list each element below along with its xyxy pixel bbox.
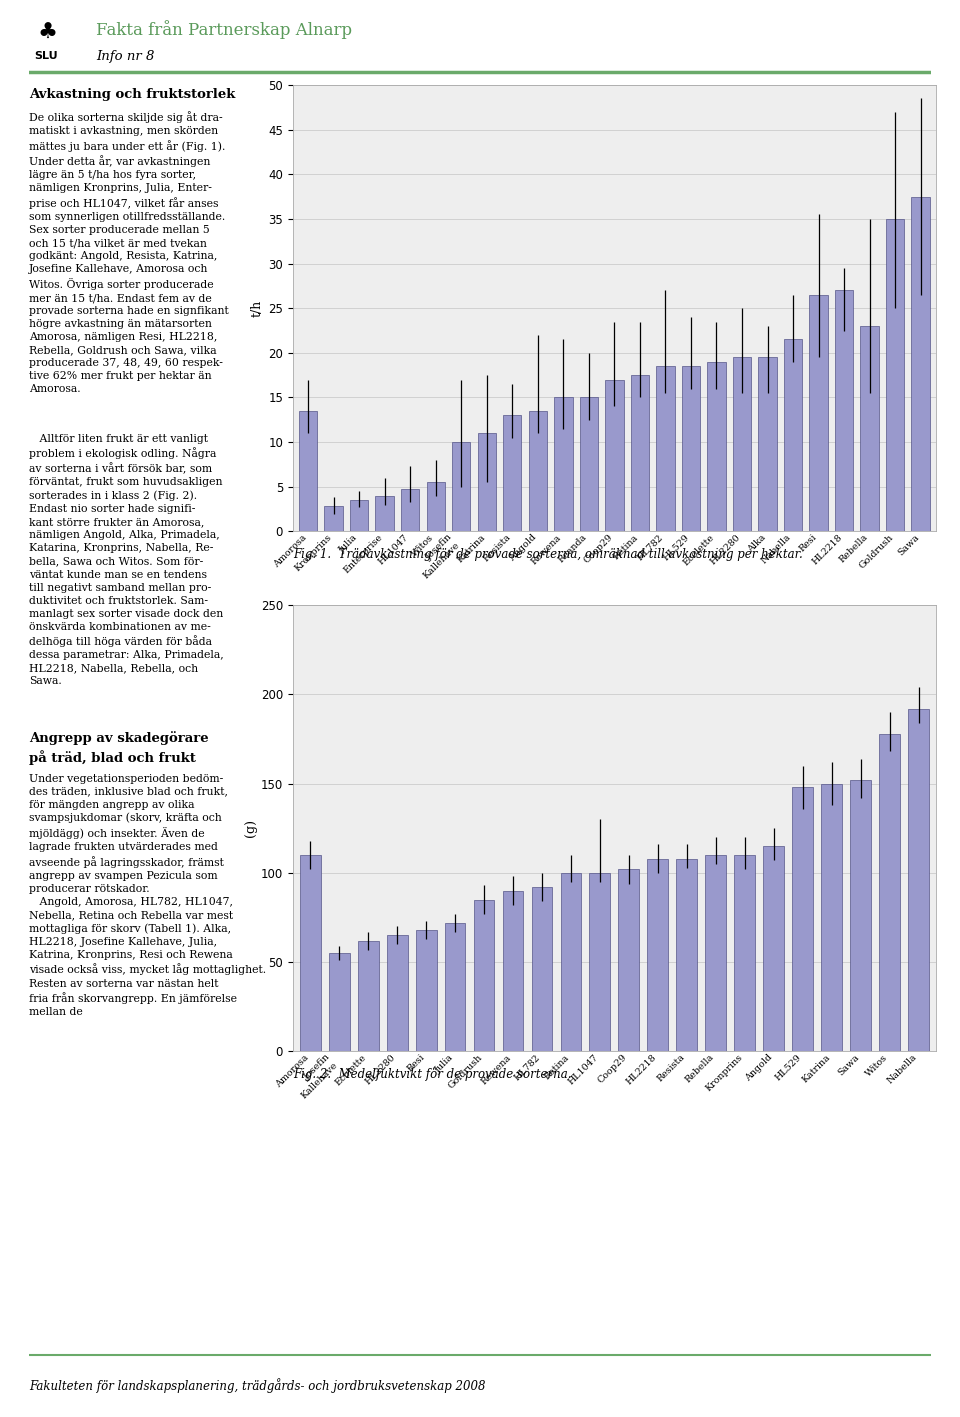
Bar bbox=[503, 415, 521, 531]
Bar bbox=[605, 380, 624, 531]
Bar bbox=[631, 376, 649, 531]
Bar bbox=[821, 784, 842, 1051]
Text: De olika sorterna skiljde sig åt dra-
matiskt i avkastning, men skörden
mättes j: De olika sorterna skiljde sig åt dra- ma… bbox=[29, 112, 228, 394]
Bar bbox=[328, 954, 349, 1051]
Text: ♣: ♣ bbox=[37, 24, 58, 44]
Bar bbox=[763, 846, 784, 1051]
Text: Alltför liten frukt är ett vanligt
problem i ekologisk odling. Några
av sorterna: Alltför liten frukt är ett vanligt probl… bbox=[29, 434, 224, 686]
Bar bbox=[682, 366, 700, 531]
Text: Fig. 2.  Medelfuktvikt för de provade sorterna.: Fig. 2. Medelfuktvikt för de provade sor… bbox=[293, 1067, 571, 1081]
Bar bbox=[554, 397, 572, 531]
Text: SLU: SLU bbox=[35, 51, 59, 61]
Bar bbox=[473, 900, 494, 1051]
Bar bbox=[387, 935, 408, 1051]
Bar bbox=[732, 357, 752, 531]
Bar bbox=[784, 340, 803, 531]
Bar bbox=[401, 489, 420, 531]
Bar bbox=[647, 859, 668, 1051]
Bar bbox=[529, 411, 547, 531]
Text: Angrepp av skadegörare
på träd, blad och frukt: Angrepp av skadegörare på träd, blad och… bbox=[29, 731, 208, 765]
Bar bbox=[911, 197, 930, 531]
Bar bbox=[860, 326, 878, 531]
Bar bbox=[375, 496, 394, 531]
Bar bbox=[580, 397, 598, 531]
Bar bbox=[350, 500, 369, 531]
Text: Avkastning och fruktstorlek: Avkastning och fruktstorlek bbox=[29, 88, 235, 101]
Bar bbox=[532, 887, 552, 1051]
Text: Fig. 1.  Trädavkastning för de provade sorterna, omräknad till avkastning per he: Fig. 1. Trädavkastning för de provade so… bbox=[293, 547, 803, 561]
Bar bbox=[879, 734, 900, 1051]
Bar bbox=[618, 869, 639, 1051]
Bar bbox=[561, 873, 582, 1051]
Bar bbox=[792, 788, 813, 1051]
Bar bbox=[416, 930, 437, 1051]
Text: Info nr 8: Info nr 8 bbox=[96, 50, 155, 64]
Bar bbox=[300, 854, 321, 1051]
Bar bbox=[706, 854, 726, 1051]
Y-axis label: t/h: t/h bbox=[251, 299, 264, 317]
Bar bbox=[477, 434, 496, 531]
Y-axis label: (g): (g) bbox=[244, 819, 256, 837]
Bar bbox=[886, 218, 904, 531]
Text: Under vegetationsperioden bedöm-
des träden, inklusive blad och frukt,
för mängd: Under vegetationsperioden bedöm- des trä… bbox=[29, 774, 266, 1017]
Bar bbox=[324, 506, 343, 531]
Bar bbox=[835, 290, 853, 531]
Bar bbox=[734, 854, 756, 1051]
Bar bbox=[299, 411, 318, 531]
Bar bbox=[503, 891, 523, 1051]
Bar bbox=[809, 295, 828, 531]
Bar bbox=[908, 708, 929, 1051]
Text: Fakta från Partnerskap Alnarp: Fakta från Partnerskap Alnarp bbox=[96, 20, 352, 38]
Bar bbox=[444, 922, 466, 1051]
Bar bbox=[589, 873, 611, 1051]
Bar bbox=[851, 779, 871, 1051]
Bar bbox=[758, 357, 777, 531]
Bar bbox=[452, 442, 470, 531]
Bar bbox=[657, 366, 675, 531]
Bar bbox=[708, 361, 726, 531]
Bar bbox=[358, 941, 378, 1051]
Bar bbox=[426, 482, 444, 531]
Bar bbox=[677, 859, 697, 1051]
Text: Fakulteten för landskapsplanering, trädgårds- och jordbruksvetenskap 2008: Fakulteten för landskapsplanering, trädg… bbox=[29, 1377, 486, 1393]
